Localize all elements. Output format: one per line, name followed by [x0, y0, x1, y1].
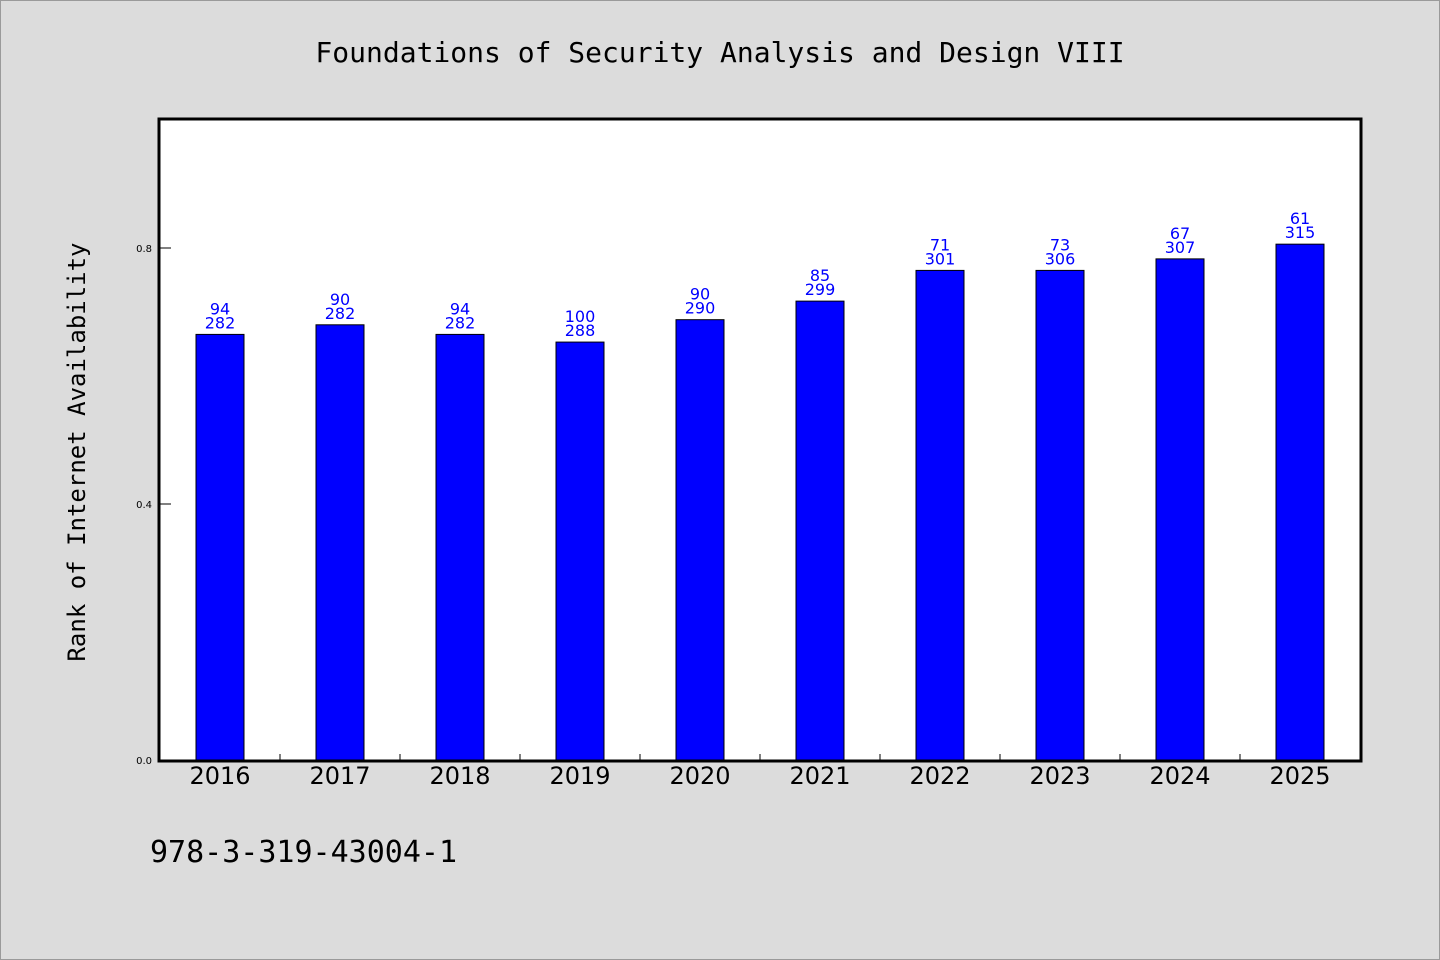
x-tick-label-2018: 2018 [429, 762, 490, 790]
bar-2019 [555, 341, 605, 761]
y-axis: 0.0 0.4 0.8 [136, 244, 171, 767]
data-label-bottom-2017: 282 [325, 304, 356, 323]
x-tick-label-2021: 2021 [789, 762, 850, 790]
x-tick-label-2019: 2019 [549, 762, 610, 790]
data-label-top-2016: 94 [210, 299, 230, 318]
bar-2025 [1275, 243, 1325, 761]
data-label-bottom-2016: 282 [205, 313, 236, 332]
y-tick-label-0.0: 0.0 [136, 756, 152, 767]
bar-2023 [1035, 269, 1085, 761]
data-label-top-2021: 85 [810, 266, 830, 285]
data-label-top-2022: 71 [930, 235, 950, 254]
isbn-footer: 978-3-319-43004-1 [150, 835, 457, 870]
bar-2024 [1155, 258, 1205, 761]
bar-2020 [675, 319, 725, 761]
data-label-top-2017: 90 [330, 290, 350, 309]
data-label-bottom-2022: 301 [925, 249, 956, 268]
data-label-bottom-2024: 307 [1165, 238, 1196, 257]
data-label-top-2020: 90 [690, 285, 710, 304]
x-tick-label-2023: 2023 [1029, 762, 1090, 790]
data-label-top-2018: 94 [450, 299, 470, 318]
x-tick-label-2017: 2017 [309, 762, 370, 790]
y-tick-label-0.8: 0.8 [136, 244, 152, 255]
x-axis: 2016 2017 2018 2019 2020 2021 2022 2023 2024 2025 [189, 754, 1331, 790]
data-label-bottom-2021: 299 [805, 280, 836, 299]
bar-2021 [795, 300, 845, 761]
chart-title: Foundations of Security Analysis and Des… [315, 36, 1124, 69]
x-tick-label-2016: 2016 [189, 762, 250, 790]
bar-2022 [915, 269, 965, 761]
data-label-top-2024: 67 [1170, 224, 1190, 243]
bars-layer [195, 243, 1325, 761]
data-label-bottom-2023: 306 [1045, 249, 1076, 268]
y-tick-label-0.4: 0.4 [136, 500, 152, 511]
y-axis-label: Rank of Internet Availability [63, 242, 91, 661]
data-label-bottom-2018: 282 [445, 313, 476, 332]
bar-2018 [435, 333, 485, 761]
data-label-top-2019: 100 [565, 307, 596, 326]
data-label-top-2023: 73 [1050, 235, 1070, 254]
bar-2016 [195, 333, 245, 761]
data-label-top-2025: 61 [1290, 209, 1310, 228]
x-tick-label-2024: 2024 [1149, 762, 1210, 790]
bar-2017 [315, 324, 365, 761]
data-label-bottom-2020: 290 [685, 299, 716, 318]
x-tick-label-2025: 2025 [1269, 762, 1330, 790]
data-label-bottom-2025: 315 [1285, 223, 1316, 242]
data-label-bottom-2019: 288 [565, 321, 596, 340]
x-tick-label-2022: 2022 [909, 762, 970, 790]
x-tick-label-2020: 2020 [669, 762, 730, 790]
